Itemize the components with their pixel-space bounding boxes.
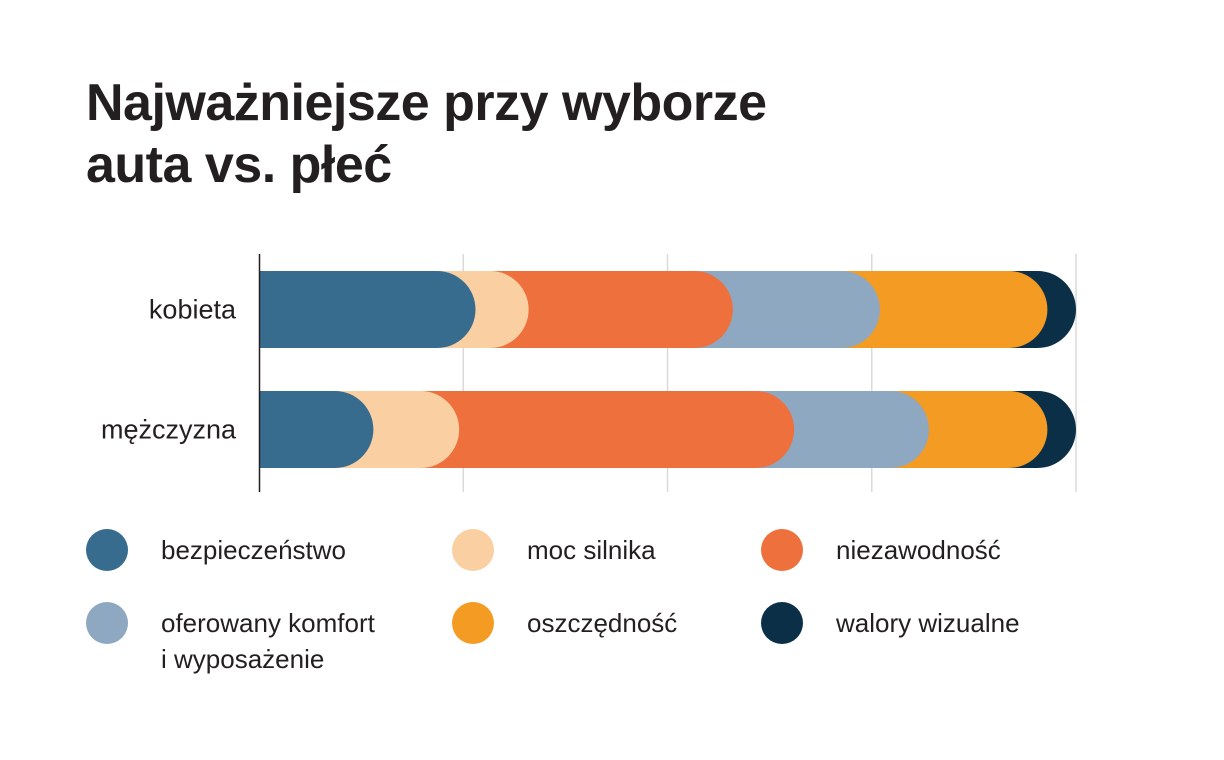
chart-title-line-2: auta vs. płeć <box>86 136 392 194</box>
legend-label-2-line-1: moc silnika <box>527 535 656 565</box>
chart-title: Najważniejsze przy wyborze auta vs. płeć <box>86 72 986 196</box>
chart-title-line-1: Najważniejsze przy wyborze <box>86 74 767 132</box>
category-label-mezczyzna: mężczyzna <box>101 415 237 445</box>
legend-label-3: niezawodność <box>836 532 1001 568</box>
legend-label-5: oszczędność <box>527 605 677 641</box>
bars <box>259 271 1076 468</box>
legend-label-1: bezpieczeństwo <box>161 532 346 568</box>
bar-kobieta-series-1 <box>259 271 476 348</box>
legend-swatch-4 <box>86 602 128 644</box>
legend-label-2: moc silnika <box>527 532 656 568</box>
legend-label-6: walory wizualne <box>836 605 1020 641</box>
category-labels: kobieta mężczyzna <box>101 295 237 445</box>
legend-label-3-line-1: niezawodność <box>836 535 1001 565</box>
legend-label-4-line-2: i wyposażenie <box>161 644 325 674</box>
legend-swatch-6 <box>761 602 803 644</box>
bar-mezczyzna-series-1 <box>259 391 374 468</box>
legend-swatch-1 <box>86 529 128 571</box>
legend-label-4: oferowany komfort i wyposażenie <box>161 605 375 677</box>
legend-swatch-2 <box>452 529 494 571</box>
legend-swatch-3 <box>761 529 803 571</box>
legend-label-1-line-1: bezpieczeństwo <box>161 535 346 565</box>
legend-label-6-line-1: walory wizualne <box>836 608 1020 638</box>
legend-label-4-line-1: oferowany komfort <box>161 608 375 638</box>
category-label-kobieta: kobieta <box>149 295 237 325</box>
legend-label-5-line-1: oszczędność <box>527 608 678 638</box>
legend-swatch-5 <box>452 602 494 644</box>
